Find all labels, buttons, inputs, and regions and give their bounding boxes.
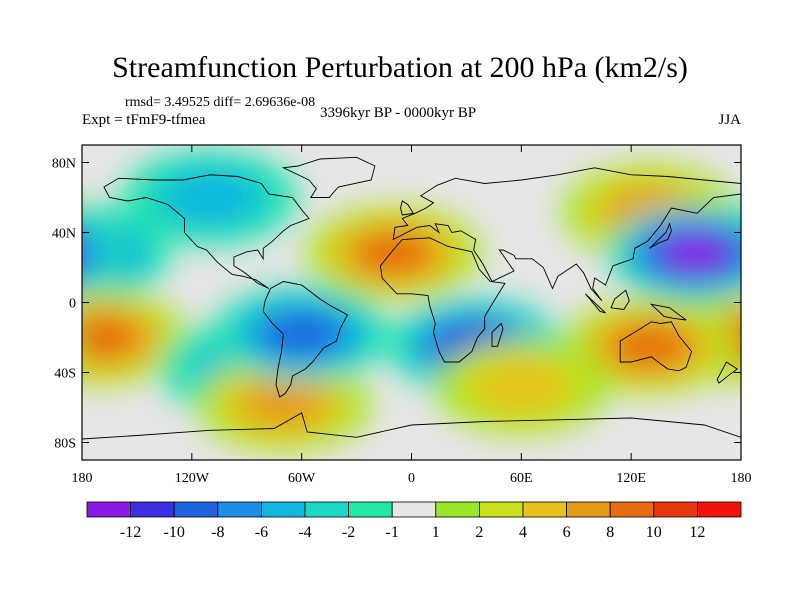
coastline-uk (400, 200, 415, 216)
colorbar-label: -6 (255, 524, 268, 541)
anomaly-contour (473, 360, 570, 413)
coastline-japan (649, 222, 672, 249)
colorbar-swatch (478, 501, 524, 518)
coastline-africa (379, 237, 506, 363)
x-tick-label: 60W (288, 471, 316, 486)
anomaly-blob-5 (213, 286, 390, 382)
colorbar-label: -4 (298, 524, 311, 541)
colorbar-swatch (304, 501, 349, 518)
coastline-new-guinea (649, 303, 687, 321)
anomaly-contour (82, 232, 97, 275)
anomaly-contour (0, 180, 47, 242)
period-label: 3396kyr BP - 0000kyr BP (320, 105, 477, 121)
colorbar-label: -10 (164, 524, 185, 541)
x-tick-label: 180 (731, 471, 752, 486)
colorbar-label: 8 (606, 524, 614, 541)
anomaly-contour (0, 319, 40, 374)
colorbar-swatch (130, 501, 175, 518)
colorbar-label: 2 (475, 524, 483, 541)
anomaly-contour (0, 189, 32, 234)
colorbar-swatch (173, 501, 219, 518)
colorbar-swatch (566, 501, 611, 518)
anomaly-blob-6 (305, 205, 482, 302)
colorbar-swatch (348, 501, 393, 518)
colorbar-swatch (217, 501, 262, 518)
season-label: JJA (718, 112, 741, 128)
anomaly-blob-11 (433, 338, 610, 435)
coastline-greenland (281, 156, 376, 198)
y-tick-label: 40S (54, 367, 76, 382)
colorbar-label: 6 (563, 524, 571, 541)
colorbar-label: 1 (432, 524, 440, 541)
anomaly-contour (162, 171, 259, 224)
colorbar-label: 12 (689, 524, 705, 541)
x-tick-label: 60E (510, 471, 533, 486)
coastline-sumatra (585, 293, 606, 314)
anomaly-blob-2 (122, 149, 800, 246)
anomaly-contour (0, 164, 78, 260)
axis-layer: 180 120W 60W 0 60E 120E 180 80N 40N 0 40S 80S (52, 145, 752, 486)
anomaly-contour (0, 312, 53, 380)
coastline-new-zealand (716, 361, 739, 384)
colorbar-swatch (653, 501, 698, 518)
colorbar-swatch (609, 501, 655, 518)
colorbar-label: -8 (211, 524, 224, 541)
anomaly-contour (82, 317, 138, 358)
x-tick-label: 180 (72, 471, 93, 486)
y-tick-label: 40N (52, 227, 76, 242)
x-tick-label: 120E (616, 471, 646, 486)
anomaly-contour (356, 233, 431, 274)
y-tick-label: 80N (52, 157, 76, 172)
colorbar-swatch (435, 501, 480, 518)
colorbar-label: 4 (519, 524, 527, 541)
colorbar-swatch (391, 501, 437, 518)
coastline-australia (619, 321, 693, 372)
colorbar-label: 10 (646, 524, 662, 541)
colorbar-swatch (86, 501, 131, 518)
chart-title: Streamfunction Perturbation at 200 hPa (… (112, 51, 688, 84)
anomaly-blob-4 (195, 356, 372, 452)
anomaly-blob-10 (0, 298, 738, 395)
coastline-layer (82, 156, 741, 440)
coastline-south-america (262, 281, 349, 398)
anomaly-blob-9 (82, 205, 741, 302)
anomaly-contour (0, 326, 28, 367)
colorbar-swatch (522, 501, 567, 518)
colorbar-label: -1 (386, 524, 399, 541)
anomaly-contour (781, 150, 800, 246)
anomaly-contour (264, 313, 339, 355)
field-layer (0, 149, 800, 452)
anomaly-contour (242, 381, 325, 427)
colorbar-label: -12 (120, 524, 141, 541)
y-tick-label: 80S (54, 437, 76, 452)
anomaly-contour (612, 325, 687, 367)
colorbar-label: -2 (342, 524, 355, 541)
experiment-label: Expt = tFmF9-tfmea (82, 112, 206, 128)
colorbar: -12 -10 -8 -6 -4 -2 -1 1 2 4 6 8 10 12 (86, 501, 742, 541)
coastline-eurasia (392, 167, 741, 302)
colorbar-swatch (697, 501, 742, 518)
coastline-borneo (610, 289, 630, 310)
x-tick-label: 0 (408, 471, 415, 486)
x-tick-label: 120W (175, 471, 210, 486)
anomaly-contour (663, 235, 728, 272)
anomaly-contour (82, 241, 87, 266)
stats-label: rmsd= 3.49525 diff= 2.69636e-08 (125, 95, 316, 110)
y-tick-label: 0 (69, 297, 76, 312)
coastline-madagascar (491, 322, 504, 347)
colorbar-swatch (260, 501, 306, 518)
coastline-north-america (103, 174, 310, 289)
coastline-antarctica (82, 412, 741, 440)
